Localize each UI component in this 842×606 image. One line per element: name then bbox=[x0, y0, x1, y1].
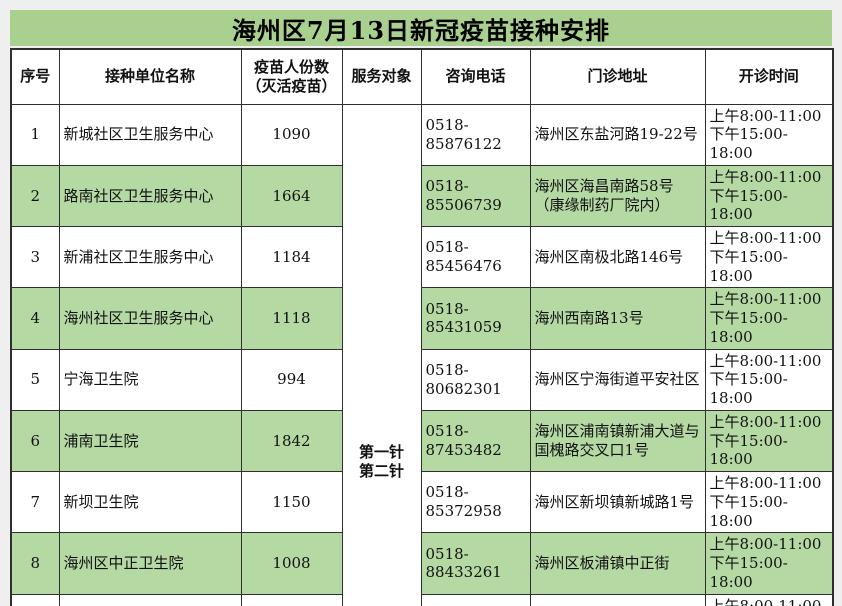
time-cell: 上午8:00-11:00 下午15:00-18:00 bbox=[704, 225, 834, 289]
address-cell: 海州区海昌南路58号（康缘制药厂院内） bbox=[529, 164, 706, 228]
row-number-cell: 4 bbox=[10, 287, 60, 350]
address-cell: 海州区南极北路146号 bbox=[529, 225, 706, 289]
doses-cell: 1008 bbox=[240, 532, 343, 595]
header-row: 序号 接种单位名称 疫苗人份数 （灭活疫苗） 服务对象 咨询电话 门诊地址 开诊… bbox=[10, 48, 834, 105]
row-number-cell: 5 bbox=[10, 348, 60, 411]
row-number-cell: 1 bbox=[10, 103, 60, 166]
table-row: 7 新坝卫生院 1150 0518-85372958 海州区新坝镇新城路1号 上… bbox=[10, 470, 834, 534]
row-number-cell: 6 bbox=[10, 409, 60, 473]
doses-cell: 1118 bbox=[240, 287, 343, 350]
time-cell: 上午8:00-11:00 下午15:00-18:00 bbox=[704, 103, 834, 166]
page-title: 海州区7月13日新冠疫苗接种安排 bbox=[10, 10, 832, 46]
phone-cell: 0518-85431059 bbox=[420, 287, 531, 350]
header-cell-name: 接种单位名称 bbox=[58, 48, 242, 105]
header-cell-phone: 咨询电话 bbox=[420, 48, 531, 105]
unit-name-cell: 新城社区卫生服务中心 bbox=[58, 103, 242, 166]
table-row: 6 浦南卫生院 1842 0518-87453482 海州区浦南镇新浦大道与国槐… bbox=[10, 409, 834, 473]
phone-cell: 0518-85876122 bbox=[420, 103, 531, 166]
unit-name-cell: 新坝卫生院 bbox=[58, 470, 242, 534]
address-cell: 海州区宁海街道平安社区 bbox=[529, 348, 706, 411]
vaccine-schedule-table: 序号 接种单位名称 疫苗人份数 （灭活疫苗） 服务对象 咨询电话 门诊地址 开诊… bbox=[10, 48, 834, 606]
phone-cell: 0518-85456476 bbox=[420, 225, 531, 289]
row-number-cell: 8 bbox=[10, 532, 60, 595]
table-row: 3 新浦社区卫生服务中心 1184 0518-85456476 海州区南极北路1… bbox=[10, 225, 834, 289]
time-cell: 上午8:00-11:00 下午15:00-18:00 bbox=[704, 409, 834, 473]
time-cell: 上午8:00-11:00 下午15:00-18:00 bbox=[704, 164, 834, 228]
time-cell: 上午8:00-11:00 下午15:00-18:00 bbox=[704, 532, 834, 595]
address-cell: 海州区新坝镇新城路1号 bbox=[529, 470, 706, 534]
time-cell: 上午8:00-11:00 下午15:00-18:00 bbox=[704, 593, 834, 606]
doses-cell: 994 bbox=[240, 348, 343, 411]
doses-cell: 1842 bbox=[240, 409, 343, 473]
doses-cell: 448 bbox=[240, 593, 343, 606]
unit-name-cell: 海州区中正卫生院 bbox=[58, 532, 242, 595]
doses-cell: 1090 bbox=[240, 103, 343, 166]
row-number-cell: 2 bbox=[10, 164, 60, 228]
unit-name-cell: 浦南卫生院 bbox=[58, 409, 242, 473]
unit-name-cell: 海州社区卫生服务中心 bbox=[58, 287, 242, 350]
phone-cell: 0518-80682301 bbox=[420, 348, 531, 411]
table-row: 2 路南社区卫生服务中心 1664 0518-85506739 海州区海昌南路5… bbox=[10, 164, 834, 228]
unit-name-cell: 新浦社区卫生服务中心 bbox=[58, 225, 242, 289]
address-cell: 海州区云台农场猫山路14号 bbox=[529, 593, 706, 606]
row-number-cell: 3 bbox=[10, 225, 60, 289]
address-cell: 海州区浦南镇新浦大道与国槐路交叉口1号 bbox=[529, 409, 706, 473]
unit-name-cell: 路南社区卫生服务中心 bbox=[58, 164, 242, 228]
row-number-cell: 9 bbox=[10, 593, 60, 606]
phone-cell: 0518-87453482 bbox=[420, 409, 531, 473]
phone-cell: 0518-85951220 bbox=[420, 593, 531, 606]
unit-name-cell: 宁海卫生院 bbox=[58, 348, 242, 411]
address-cell: 海州西南路13号 bbox=[529, 287, 706, 350]
phone-cell: 0518-85506739 bbox=[420, 164, 531, 228]
header-cell-doses: 疫苗人份数 （灭活疫苗） bbox=[240, 48, 343, 105]
row-number-cell: 7 bbox=[10, 470, 60, 534]
doses-cell: 1184 bbox=[240, 225, 343, 289]
address-cell: 海州区东盐河路19-22号 bbox=[529, 103, 706, 166]
header-cell-no: 序号 bbox=[10, 48, 60, 105]
doses-cell: 1150 bbox=[240, 470, 343, 534]
time-cell: 上午8:00-11:00 下午15:00-18:00 bbox=[704, 348, 834, 411]
phone-cell: 0518-88433261 bbox=[420, 532, 531, 595]
table-row: 8 海州区中正卫生院 1008 0518-88433261 海州区板浦镇中正街 … bbox=[10, 532, 834, 595]
table-row: 4 海州社区卫生服务中心 1118 0518-85431059 海州西南路13号… bbox=[10, 287, 834, 350]
doses-cell: 1664 bbox=[240, 164, 343, 228]
header-cell-time: 开诊时间 bbox=[704, 48, 834, 105]
address-cell: 海州区板浦镇中正街 bbox=[529, 532, 706, 595]
table-row: 9 云农社区卫生服务中心 448 0518-85951220 海州区云台农场猫山… bbox=[10, 593, 834, 606]
table-row: 5 宁海卫生院 994 0518-80682301 海州区宁海街道平安社区 上午… bbox=[10, 348, 834, 411]
service-target-cell: 第一针 第二针 bbox=[341, 103, 422, 606]
unit-name-cell: 云农社区卫生服务中心 bbox=[58, 593, 242, 606]
header-cell-service: 服务对象 bbox=[341, 48, 422, 105]
phone-cell: 0518-85372958 bbox=[420, 470, 531, 534]
header-cell-address: 门诊地址 bbox=[529, 48, 706, 105]
table-row: 1 新城社区卫生服务中心 1090 第一针 第二针 0518-85876122 海… bbox=[10, 103, 834, 606]
time-cell: 上午8:00-11:00 下午15:00-18:00 bbox=[704, 287, 834, 350]
time-cell: 上午8:00-11:00 下午15:00-18:00 bbox=[704, 470, 834, 534]
